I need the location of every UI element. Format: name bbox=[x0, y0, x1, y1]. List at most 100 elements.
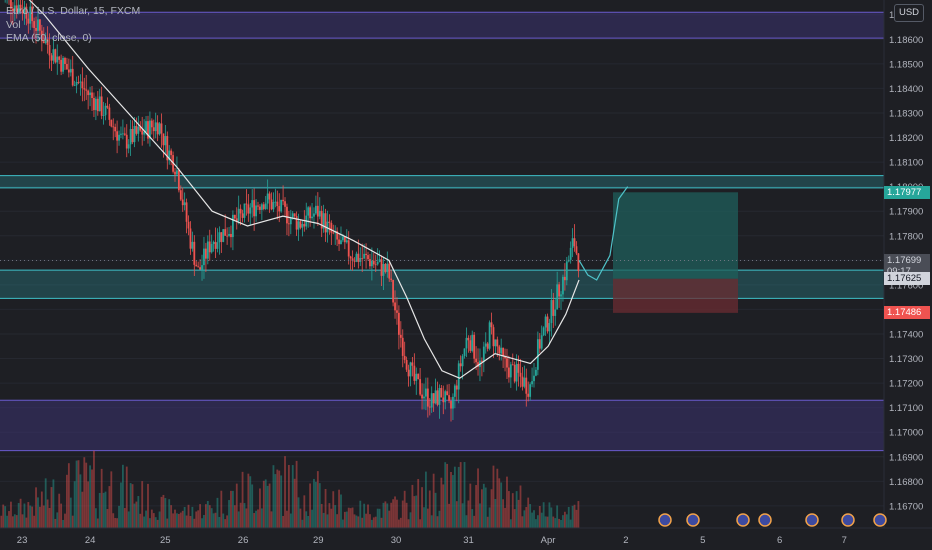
candle-body bbox=[504, 356, 506, 359]
time-axis[interactable]: 23 24 25 26 29 30 31 Apr 2 5 6 7 bbox=[0, 527, 932, 550]
economic-event-icon[interactable] bbox=[736, 513, 750, 527]
volume-bar bbox=[23, 503, 26, 528]
candle-body bbox=[168, 150, 171, 161]
candle-body bbox=[112, 126, 115, 128]
volume-bar bbox=[87, 481, 90, 528]
take-profit-zone[interactable] bbox=[613, 192, 738, 279]
volume-bar bbox=[214, 512, 217, 528]
candle-body bbox=[162, 133, 165, 146]
volume-bar bbox=[110, 471, 113, 528]
candle-body bbox=[149, 120, 151, 139]
volume-bar bbox=[270, 511, 273, 528]
candle-body bbox=[102, 115, 105, 117]
volume-bar bbox=[295, 460, 298, 528]
volume-bar bbox=[509, 519, 512, 528]
volume-bar bbox=[75, 460, 78, 528]
volume-bar bbox=[529, 504, 532, 528]
volume-bar bbox=[446, 463, 449, 528]
volume-label[interactable]: Vol bbox=[6, 18, 21, 31]
volume-bar bbox=[558, 518, 560, 528]
candle-body bbox=[357, 253, 360, 262]
candle-body bbox=[575, 246, 578, 254]
candle-body bbox=[434, 390, 437, 404]
volume-bar bbox=[372, 517, 375, 528]
volume-bar bbox=[37, 497, 39, 528]
volume-bar bbox=[11, 516, 14, 528]
economic-event-icon[interactable] bbox=[805, 513, 819, 527]
volume-bar bbox=[13, 514, 16, 528]
event-markers[interactable] bbox=[658, 513, 887, 527]
candle-body bbox=[123, 133, 126, 135]
volume-bar bbox=[506, 476, 508, 528]
candle-body bbox=[62, 57, 64, 72]
price-tick-label: 1.18400 bbox=[889, 84, 923, 95]
volume-bar bbox=[307, 515, 310, 528]
volume-bar bbox=[108, 486, 111, 528]
volume-bar bbox=[444, 462, 447, 528]
volume-bar bbox=[131, 484, 134, 528]
candle-body bbox=[83, 88, 86, 90]
volume-bar bbox=[274, 474, 277, 528]
candle-body bbox=[280, 199, 283, 212]
candle-body bbox=[316, 205, 319, 217]
candle-body bbox=[27, 18, 30, 24]
candle-body bbox=[461, 356, 464, 367]
volume-bar bbox=[378, 508, 381, 528]
candle-body bbox=[245, 203, 248, 205]
candle-body bbox=[39, 19, 41, 31]
volume-bar bbox=[567, 506, 570, 528]
volume-bar bbox=[440, 477, 443, 528]
candle-body bbox=[326, 221, 329, 233]
symbol-title[interactable]: Euro / U.S. Dollar, 15, FXCM bbox=[6, 5, 141, 17]
candle-body bbox=[272, 202, 275, 210]
candle-body bbox=[64, 57, 66, 64]
zone-supply bbox=[0, 12, 884, 39]
long-position-tool[interactable] bbox=[0, 192, 884, 313]
volume-bar bbox=[10, 501, 12, 528]
candle-body bbox=[255, 205, 257, 217]
volume-bar bbox=[42, 505, 45, 528]
economic-event-icon[interactable] bbox=[873, 513, 887, 527]
volume-bar bbox=[403, 490, 406, 528]
candle-body bbox=[347, 240, 350, 257]
volume-bar bbox=[208, 505, 211, 528]
economic-event-icon[interactable] bbox=[658, 513, 672, 527]
candle-body bbox=[353, 260, 356, 262]
candle-body bbox=[535, 369, 537, 376]
economic-event-icon[interactable] bbox=[841, 513, 855, 527]
volume-bar bbox=[179, 512, 182, 528]
volume-bar bbox=[382, 502, 385, 528]
currency-button[interactable]: USD bbox=[894, 4, 924, 22]
candle-body bbox=[496, 339, 499, 347]
volume-bar bbox=[77, 460, 80, 528]
volume-bar bbox=[519, 485, 522, 528]
volume-bar bbox=[575, 509, 578, 528]
candle-body bbox=[536, 339, 539, 370]
candle-body bbox=[10, 0, 12, 9]
candle-body bbox=[498, 346, 501, 354]
candle-body bbox=[289, 217, 292, 225]
volume-bar bbox=[96, 518, 99, 528]
candle-body bbox=[457, 363, 460, 390]
volume-bar bbox=[150, 509, 153, 528]
volume-bar bbox=[457, 466, 460, 528]
candle-body bbox=[201, 265, 203, 270]
ema-label[interactable]: EMA (50, close, 0) bbox=[6, 32, 92, 44]
stop-loss-zone[interactable] bbox=[613, 278, 738, 313]
candle-body bbox=[556, 284, 559, 310]
volume-bar bbox=[496, 468, 499, 528]
volume-bar bbox=[170, 505, 173, 528]
economic-event-icon[interactable] bbox=[686, 513, 700, 527]
volume-bar bbox=[62, 519, 64, 528]
volume-bar bbox=[39, 506, 41, 528]
entry-price-tag: 1.17625 bbox=[884, 272, 930, 286]
economic-event-icon[interactable] bbox=[758, 513, 772, 527]
volume-bar bbox=[64, 513, 66, 528]
candle-body bbox=[11, 8, 14, 11]
candle-body bbox=[253, 200, 256, 217]
candle-body bbox=[405, 359, 408, 370]
volume-bar bbox=[544, 516, 547, 528]
volume-bar bbox=[411, 484, 414, 528]
candle-body bbox=[31, 6, 34, 22]
